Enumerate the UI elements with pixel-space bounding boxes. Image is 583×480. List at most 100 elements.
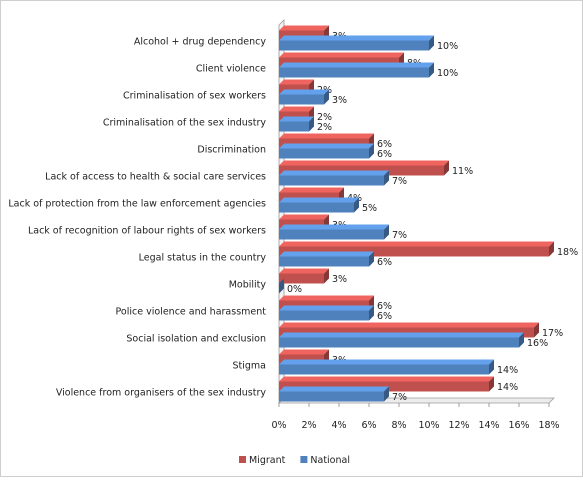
national-bar xyxy=(279,116,314,132)
bar-top-face xyxy=(279,332,524,338)
x-tick-label: 16% xyxy=(508,420,529,431)
x-tick-label: 6% xyxy=(361,420,376,431)
bar-top-face xyxy=(279,89,329,95)
national-value-label: 7% xyxy=(392,392,407,403)
migrant-value-label: 3% xyxy=(332,274,347,285)
bar-top-face xyxy=(279,251,374,257)
x-tick-label: 0% xyxy=(271,420,286,431)
national-bar xyxy=(279,386,389,402)
bar-front-face xyxy=(279,391,384,402)
category-label: Client violence xyxy=(196,64,266,75)
national-bar xyxy=(279,143,374,159)
bar-front-face xyxy=(279,121,309,132)
migrant-value-label: 18% xyxy=(557,247,578,258)
migrant-bar xyxy=(279,268,329,284)
category-label: Legal status in the country xyxy=(139,253,267,264)
bar-side-face xyxy=(429,62,434,78)
category-label: Criminalisation of sex workers xyxy=(123,91,266,102)
bar-top-face xyxy=(279,35,434,41)
national-value-label: 16% xyxy=(527,338,548,349)
category-label: Criminalisation of the sex industry xyxy=(103,118,267,129)
national-value-label: 6% xyxy=(377,311,392,322)
bar-top-face xyxy=(279,25,329,31)
bar-side-face xyxy=(489,359,494,375)
bar-side-face xyxy=(324,89,329,105)
national-value-label: 7% xyxy=(392,176,407,187)
national-bar xyxy=(279,170,389,186)
bar-top-face xyxy=(279,106,314,112)
x-tick-label: 12% xyxy=(448,420,469,431)
bar-side-face xyxy=(534,322,539,338)
category-label: Social isolation and exclusion xyxy=(126,334,266,345)
bar-side-face xyxy=(444,160,449,176)
bar-side-face xyxy=(384,386,389,402)
bar-side-face xyxy=(369,251,374,267)
category-label: Lack of access to health & social care s… xyxy=(45,172,266,183)
national-bar xyxy=(279,62,434,78)
x-tick-label: 8% xyxy=(391,420,406,431)
migrant-value-label: 17% xyxy=(542,328,563,339)
x-tick-label: 2% xyxy=(301,420,316,431)
bar-top-face xyxy=(279,376,494,382)
national-value-label: 0% xyxy=(287,284,302,295)
bar-front-face xyxy=(279,273,324,284)
bar-side-face xyxy=(549,241,554,257)
category-label: Mobility xyxy=(229,280,267,291)
bar-top-face xyxy=(279,62,434,68)
national-bar xyxy=(279,89,329,105)
legend-swatch xyxy=(300,456,308,463)
bar-top-face xyxy=(279,79,314,85)
bar-top-face xyxy=(279,224,389,230)
bar-top-face xyxy=(279,116,314,122)
bar-top-face xyxy=(279,52,404,58)
national-bar xyxy=(279,251,374,267)
national-value-label: 7% xyxy=(392,230,407,241)
bar-side-face xyxy=(354,197,359,213)
bar-side-face xyxy=(489,376,494,392)
legend-swatch xyxy=(239,456,246,463)
bar-side-face xyxy=(519,332,524,348)
bar-top-face xyxy=(279,349,329,355)
national-value-label: 10% xyxy=(437,41,458,52)
legend-label: National xyxy=(310,455,350,466)
bar-front-face xyxy=(279,202,354,213)
category-label: Violence from organisers of the sex indu… xyxy=(56,388,267,399)
bar-top-face xyxy=(279,133,374,139)
bar-side-face xyxy=(384,170,389,186)
bar-side-face xyxy=(369,143,374,159)
bar-top-face xyxy=(279,305,374,311)
national-bar xyxy=(279,305,374,321)
bar-top-face xyxy=(279,187,344,193)
category-label: Lack of recognition of labour rights of … xyxy=(28,226,266,237)
bar-top-face xyxy=(279,160,449,166)
x-tick-label: 10% xyxy=(418,420,439,431)
bar-front-face xyxy=(279,256,369,267)
bar-top-face xyxy=(279,241,554,247)
category-label: Lack of protection from the law enforcem… xyxy=(8,199,266,210)
bar-front-face xyxy=(279,229,384,240)
x-tick-label: 4% xyxy=(331,420,346,431)
bar-front-face xyxy=(279,310,369,321)
bar-front-face xyxy=(279,40,429,51)
bar-top-face xyxy=(279,359,494,365)
bar-top-face xyxy=(279,143,374,149)
national-value-label: 10% xyxy=(437,68,458,79)
bar-top-face xyxy=(279,322,539,328)
bar-front-face xyxy=(279,175,384,186)
national-bar xyxy=(279,278,284,294)
migrant-value-label: 6% xyxy=(377,301,392,312)
migrant-value-label: 11% xyxy=(452,166,473,177)
national-bar xyxy=(279,197,359,213)
migrant-bar xyxy=(279,241,554,257)
national-value-label: 2% xyxy=(317,122,332,133)
migrant-value-label: 14% xyxy=(497,382,518,393)
national-value-label: 5% xyxy=(362,203,377,214)
bar-side-face xyxy=(324,268,329,284)
x-tick-label: 14% xyxy=(478,420,499,431)
bar-front-face xyxy=(279,337,519,348)
x-tick-label: 18% xyxy=(538,420,559,431)
bar-side-face xyxy=(429,35,434,51)
migrant-value-label: 6% xyxy=(377,139,392,150)
category-label: Alcohol + drug dependency xyxy=(134,37,267,48)
